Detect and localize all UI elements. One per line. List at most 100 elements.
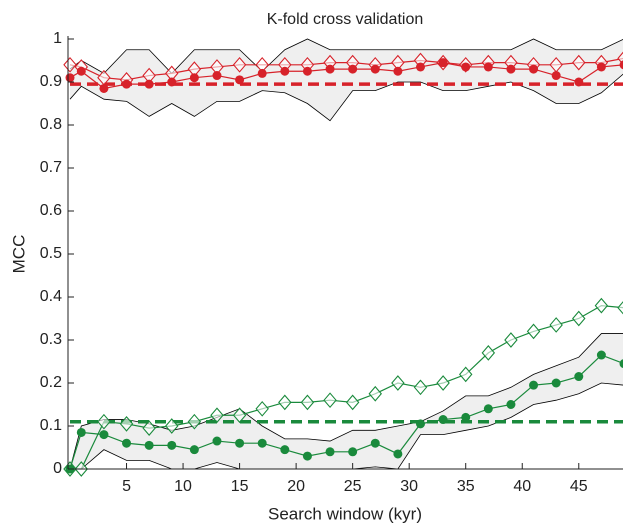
dot-marker [280,445,290,455]
dot-marker [212,71,222,81]
diamond-marker [391,375,405,391]
diamond-marker [458,366,473,383]
dot-marker [415,62,425,72]
y-tick-label: 0.2 [40,374,62,391]
plot-area [63,38,623,477]
diamond-marker [119,416,134,432]
diamond-marker [481,345,496,361]
y-tick-label: 0.7 [40,159,62,176]
dot-marker [551,71,561,81]
diamond-marker [413,379,428,396]
diamond-marker [232,56,247,73]
diamond-marker [97,413,111,430]
dot-marker [325,64,335,74]
y-tick-label: 0.9 [40,73,62,90]
diamond-marker [255,400,269,417]
dot-marker [438,58,448,68]
band-area [70,39,623,121]
band-edge [69,73,623,122]
x-tick-label: 45 [570,478,588,495]
dot-marker [99,430,109,440]
diamond-marker [300,394,315,411]
chart-title: K-fold cross validation [267,11,424,28]
dot-marker [415,419,425,429]
dot-marker [257,438,267,448]
diamond-marker [210,407,224,424]
diamond-marker [549,317,563,333]
dot-marker [280,66,290,76]
x-tick-label: 40 [513,478,531,495]
dot-marker [506,64,516,74]
dot-marker [65,73,75,83]
diamond-marker [368,385,382,402]
diamond-marker [63,56,77,73]
diamond-marker [278,394,292,411]
dot-marker [551,378,561,388]
band-edge [69,38,623,74]
dot-marker [574,372,584,382]
x-axis-label: Search window (kyr) [268,504,422,523]
dot-marker [302,66,312,76]
dot-marker [619,60,623,70]
diamond-marker [436,375,450,391]
dot-marker [393,66,403,76]
y-tick-label: 0 [53,460,62,477]
dot-marker [189,445,199,455]
diamond-marker [142,420,156,436]
dot-marker [370,438,380,448]
dot-marker [122,438,132,448]
y-tick-label: 0.6 [40,202,62,219]
dot-marker [483,404,493,414]
diamond-marker [323,392,337,409]
dot-marker [144,440,154,450]
dot-marker [235,438,245,448]
dot-marker [483,62,493,72]
x-tick-label: 20 [287,478,305,495]
dot-marker [596,350,606,360]
diamond-marker [165,418,179,434]
x-tick-label: 25 [344,478,362,495]
y-tick-label: 0.1 [40,417,62,434]
dot-marker [99,83,109,93]
dot-marker [370,64,380,74]
y-tick-label: 0.8 [40,116,62,133]
dot-marker [257,68,267,78]
dot-marker [438,415,448,425]
dot-marker [393,449,403,459]
x-tick-label: 35 [457,478,475,495]
dot-marker [167,440,177,450]
diamond-marker [345,394,360,411]
dot-marker [76,66,86,76]
dot-marker [596,62,606,72]
dot-marker [76,427,86,437]
dot-marker [348,64,358,74]
y-tick-label: 0.4 [40,288,62,305]
x-tick-label: 5 [122,478,131,495]
diamond-marker [232,407,247,424]
y-axis-label: MCC [9,235,28,274]
x-tick-label: 10 [174,478,192,495]
diamond-marker [572,310,586,327]
dot-marker [122,79,132,89]
y-tick-label: 1 [53,30,62,47]
dot-marker [529,380,539,390]
dot-marker [325,447,335,457]
dot-marker [619,359,623,369]
dot-marker [461,412,471,422]
dot-marker [574,77,584,87]
dot-marker [302,451,312,461]
dot-marker [167,77,177,87]
diamond-marker [504,332,518,348]
dot-marker [348,447,358,457]
y-tick-label: 0.5 [40,245,62,262]
dot-marker [529,64,539,74]
x-tick-label: 15 [231,478,249,495]
dot-marker [189,73,199,83]
dot-marker [235,75,245,85]
band-area [70,333,623,469]
y-tick-label: 0.3 [40,331,62,348]
dot-marker [212,436,222,446]
diamond-marker [594,297,609,314]
diamond-marker [187,413,202,430]
